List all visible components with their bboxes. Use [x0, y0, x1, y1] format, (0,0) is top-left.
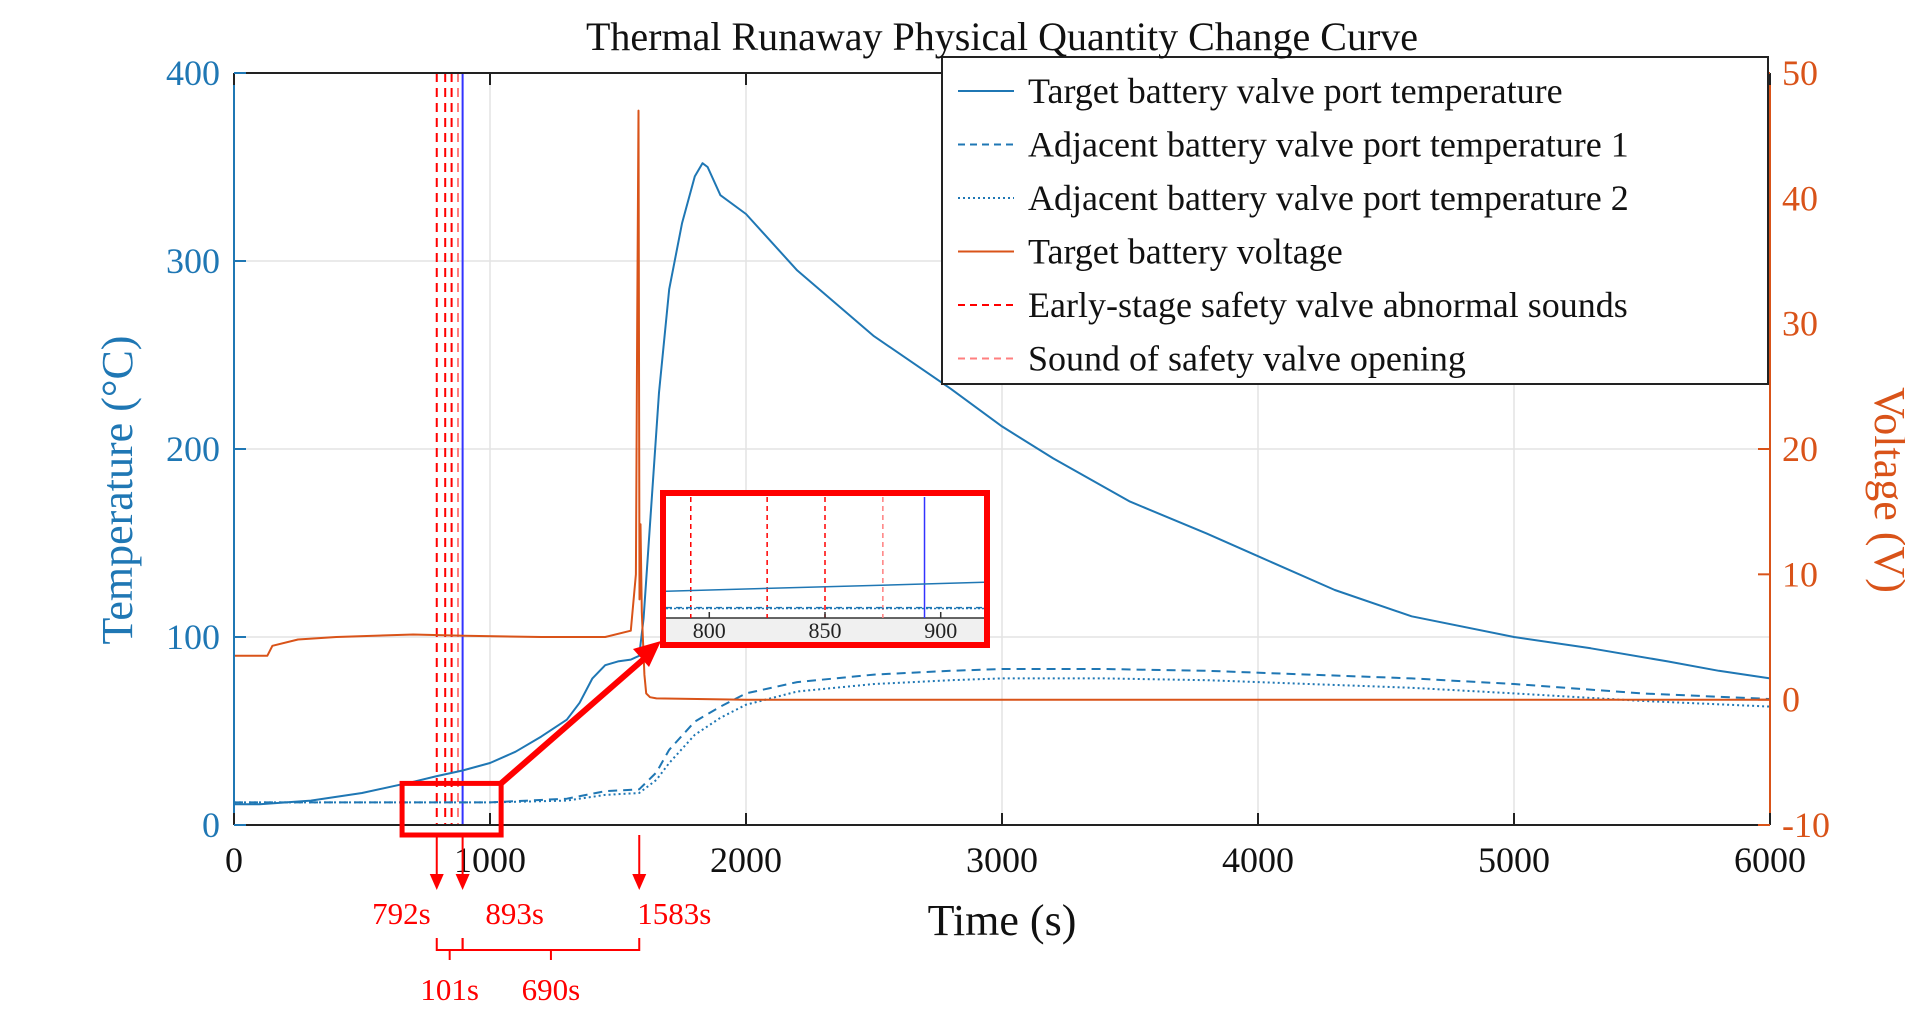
- interval-brace: [461, 938, 641, 960]
- event-time-label: 792s: [372, 896, 431, 931]
- legend-entry: Sound of safety valve opening: [1028, 339, 1466, 379]
- inset-tick-label: 800: [693, 618, 726, 643]
- y-right-tick-label: 20: [1782, 429, 1818, 469]
- y-left-tick-label: 100: [166, 617, 220, 657]
- time-annotations: 792s 893s 1583s 101s 690s: [372, 835, 711, 1007]
- series-line: [234, 109, 1770, 701]
- y-axis-label-left: Temperature (°C): [93, 336, 142, 645]
- event-time-label: 893s: [485, 896, 544, 931]
- x-tick-label: 4000: [1222, 840, 1294, 880]
- zoom-arrow-head: [633, 641, 661, 667]
- inset-tick-label: 900: [924, 618, 957, 643]
- inset-tick-label: 850: [809, 618, 842, 643]
- legend: Target battery valve port temperature Adj…: [941, 56, 1769, 385]
- x-tick-label: 0: [225, 840, 243, 880]
- event-arrow-head: [455, 874, 470, 890]
- event-arrow-head: [429, 874, 444, 890]
- y-left-tick-label: 400: [166, 53, 220, 93]
- y-right-tick-label: 40: [1782, 178, 1818, 218]
- legend-entry: Target battery valve port temperature: [1028, 71, 1563, 111]
- inset-axis-strip: [666, 618, 984, 642]
- chart-title: Thermal Runaway Physical Quantity Change…: [586, 14, 1418, 59]
- inset-series-line: [665, 581, 985, 592]
- x-tick-label: 6000: [1734, 840, 1806, 880]
- y-right-tick-label: 50: [1782, 53, 1818, 93]
- y-right-tick-label: -10: [1782, 805, 1830, 845]
- legend-box: [941, 56, 1769, 385]
- event-arrow-head: [632, 874, 647, 890]
- y-right-tick-label: 30: [1782, 304, 1818, 344]
- zoom-region-box: [399, 780, 504, 838]
- event-lines: [435, 73, 464, 825]
- y-right-tick-label: 10: [1782, 554, 1818, 594]
- zoom-arrow-shaft: [499, 648, 655, 786]
- y-left-tick-label: 0: [202, 805, 220, 845]
- x-axis-label: Time (s): [928, 896, 1077, 945]
- y-left-tick-label: 200: [166, 429, 220, 469]
- legend-entry: Adjacent battery valve port temperature …: [1028, 178, 1629, 218]
- series-line: [234, 162, 1771, 806]
- interval-label: 101s: [420, 972, 479, 1007]
- legend-entry: Early-stage safety valve abnormal sounds: [1028, 285, 1628, 325]
- x-tick-label: 5000: [1478, 840, 1550, 880]
- inset-zoom: 800 850 900: [399, 490, 990, 838]
- legend-entry: Target battery voltage: [1028, 232, 1343, 272]
- y-right-tick-label: 0: [1782, 680, 1800, 720]
- x-tick-label: 1000: [454, 840, 526, 880]
- x-tick-label: 3000: [966, 840, 1038, 880]
- y-axis-label-right: Voltage (V): [1865, 387, 1905, 593]
- series-lines: [234, 109, 1771, 806]
- y-left-tick-label: 300: [166, 241, 220, 281]
- x-tick-label: 2000: [710, 840, 782, 880]
- event-time-label: 1583s: [637, 896, 711, 931]
- legend-entry: Adjacent battery valve port temperature …: [1028, 125, 1629, 165]
- interval-label: 690s: [522, 972, 581, 1007]
- series-line: [234, 668, 1771, 804]
